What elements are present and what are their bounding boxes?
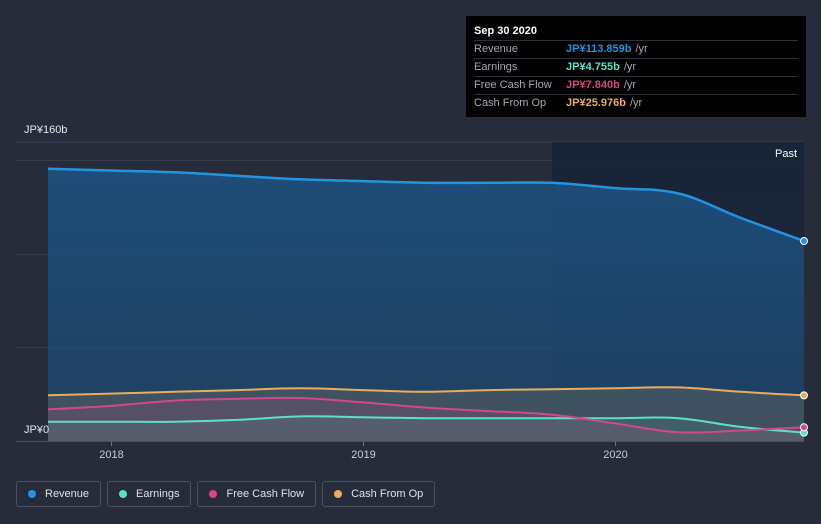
x-tick-label: 2018 (99, 449, 123, 461)
series-area-cash-from-op (48, 387, 804, 441)
series-line-cash-from-op (47, 386, 805, 397)
legend-dot-icon (209, 490, 218, 498)
legend-label: Revenue (45, 488, 90, 500)
line-layer (47, 167, 805, 434)
y-axis-top-label: JP¥160b (24, 124, 67, 136)
series-area-free-cash-flow (48, 397, 804, 441)
tooltip-label: Free Cash Flow (474, 79, 552, 91)
series-line-earnings (48, 415, 805, 434)
endpoint-dots (800, 237, 808, 437)
tooltip-row-cash-from-op: Cash From Op JP¥25.976b /yr (474, 94, 798, 112)
legend-label: Cash From Op (351, 488, 424, 500)
legend: Revenue Earnings Free Cash Flow Cash Fro… (16, 481, 436, 507)
tooltip-value: JP¥113.859b (566, 43, 632, 55)
legend-item-cash-from-op[interactable]: Cash From Op (322, 481, 436, 507)
tooltip-value: JP¥4.755b (566, 61, 620, 73)
legend-dot-icon (119, 490, 128, 498)
series-endpoint-revenue (800, 237, 808, 246)
legend-item-free-cash-flow[interactable]: Free Cash Flow (197, 481, 317, 507)
legend-label: Earnings (136, 488, 180, 500)
tooltip-value: JP¥25.976b (566, 97, 626, 109)
x-tick-label: 2019 (351, 449, 375, 461)
tooltip-unit: /yr (623, 79, 637, 91)
tooltip-row-free-cash-flow: Free Cash Flow JP¥7.840b /yr (474, 76, 798, 94)
tooltip-label: Revenue (474, 43, 519, 55)
area-layer (48, 168, 804, 442)
tooltip-unit: /yr (623, 61, 637, 73)
series-line-free-cash-flow (47, 396, 805, 434)
tooltip-unit: /yr (635, 43, 648, 55)
legend-item-earnings[interactable]: Earnings (107, 481, 192, 507)
tooltip-row-revenue: Revenue JP¥113.859b /yr (474, 40, 798, 58)
tooltip-row-earnings: Earnings JP¥4.755b /yr (474, 58, 798, 76)
tooltip-value: JP¥7.840b (566, 79, 620, 91)
series-line-revenue (47, 167, 805, 243)
series-endpoint-cash-from-op (800, 391, 808, 400)
past-label: Past (775, 148, 797, 160)
legend-item-revenue[interactable]: Revenue (16, 481, 102, 507)
tooltip-label: Earnings (474, 61, 518, 73)
y-axis-bottom-label: JP¥0 (24, 424, 49, 436)
tooltip-date: Sep 30 2020 (474, 25, 537, 37)
legend-label: Free Cash Flow (226, 488, 305, 500)
series-area-revenue (48, 168, 804, 442)
x-tick-label: 2020 (603, 449, 627, 461)
tooltip: Sep 30 2020 Revenue JP¥113.859b /yr Earn… (466, 16, 806, 117)
tooltip-label: Cash From Op (474, 97, 547, 109)
series-endpoint-free-cash-flow (800, 423, 808, 432)
legend-dot-icon (334, 490, 343, 498)
tooltip-unit: /yr (629, 97, 643, 109)
axis-layer: JP¥160b JP¥0 2018 2019 2020 (24, 124, 628, 461)
legend-dot-icon (28, 490, 36, 498)
